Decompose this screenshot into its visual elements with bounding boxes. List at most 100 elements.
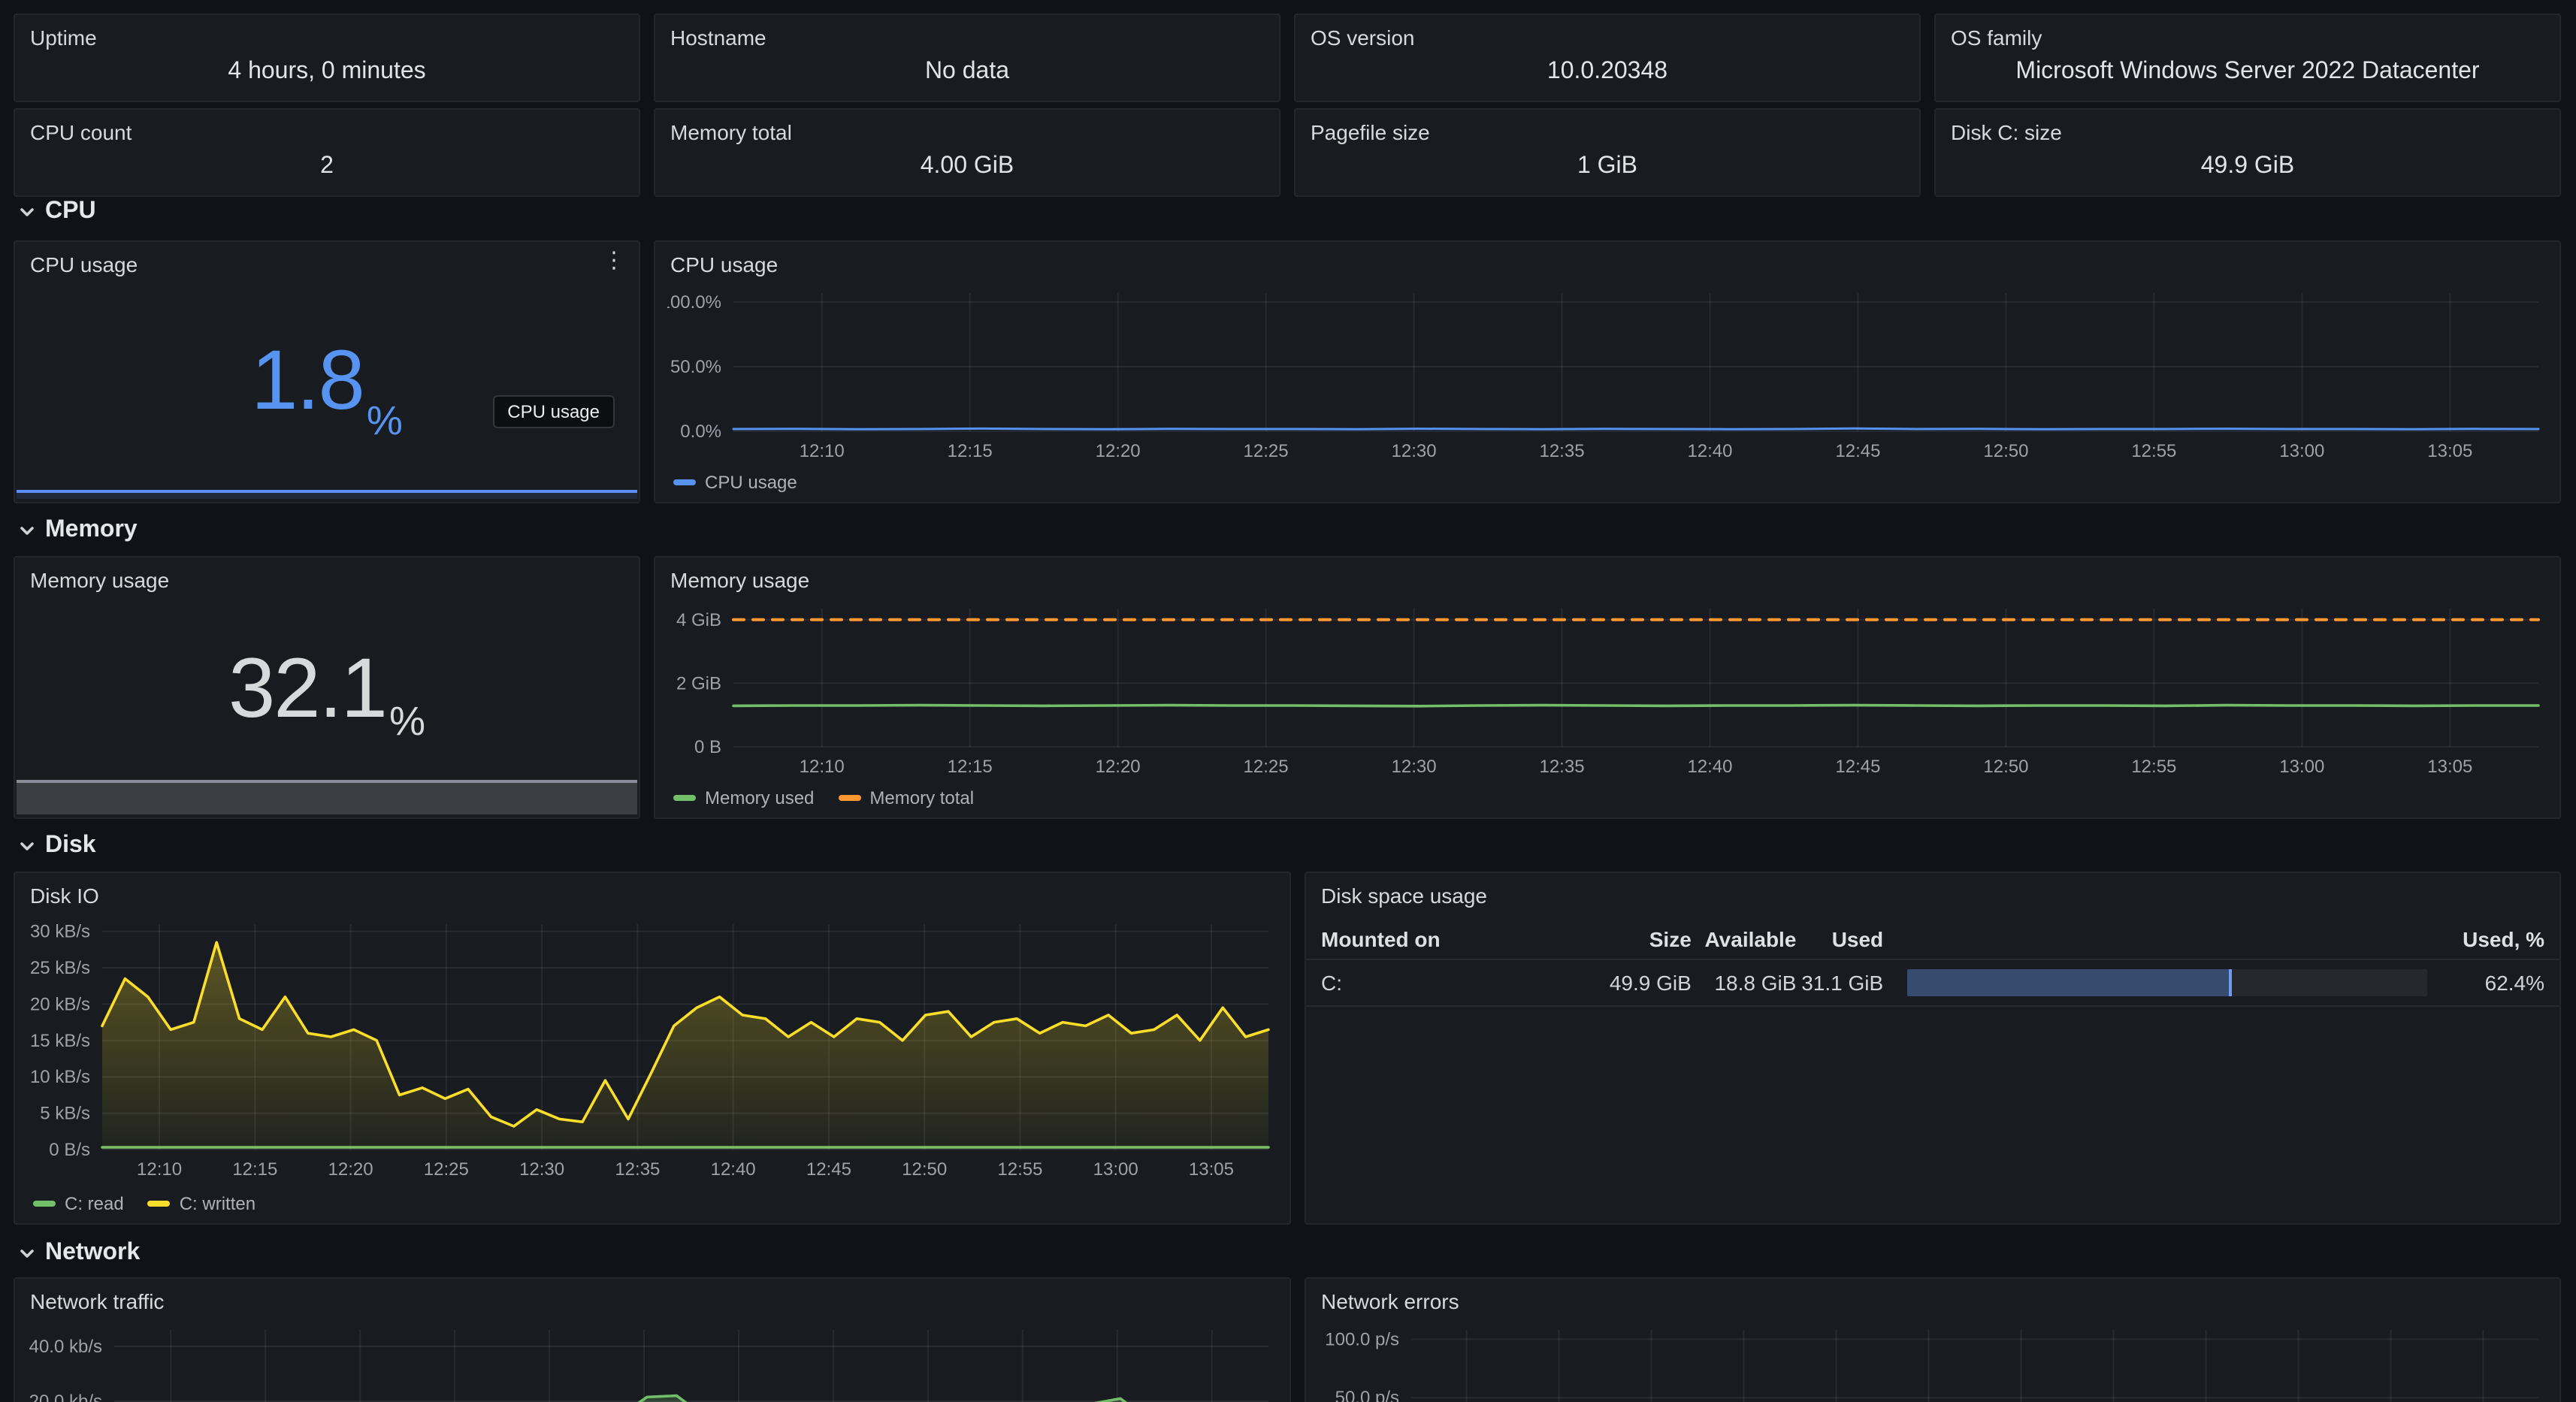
stat-value: 49.9 GiB <box>2200 153 2295 178</box>
legend-label: Memory total <box>869 787 975 808</box>
memory-usage-value: 32.1 <box>228 640 388 735</box>
disk-space-table: Mounted on Size Available Used Used, % C… <box>1306 918 2559 1007</box>
legend-item[interactable]: Memory used <box>673 787 814 808</box>
legend-label: Memory used <box>705 787 815 808</box>
used-percent-bar-fill <box>1907 969 2233 996</box>
svg-text:0 B: 0 B <box>694 737 721 757</box>
memory-usage-unit: % <box>389 699 425 744</box>
section-title: Disk <box>45 832 96 858</box>
cpu-usage-series-badge[interactable]: CPU usage <box>492 395 615 428</box>
col-header-size[interactable]: Size <box>1649 926 1692 950</box>
legend-swatch <box>673 795 696 801</box>
legend-label: C: written <box>179 1193 256 1214</box>
panel-title[interactable]: Disk IO <box>30 884 99 908</box>
legend-swatch <box>33 1201 56 1207</box>
chevron-down-icon <box>20 208 34 216</box>
legend-label: CPU usage <box>705 472 797 493</box>
table-row: C: 49.9 GiB 18.8 GiB 31.1 GiB 62.4% <box>1306 960 2559 1007</box>
stat-value: 1 GiB <box>1577 153 1637 178</box>
panel-title[interactable]: Uptime <box>30 26 97 50</box>
col-header-available[interactable]: Available <box>1704 926 1797 950</box>
chart-legend: C: read C: written <box>33 1193 255 1214</box>
network-traffic-chart: 12:1012:1512:2012:2512:3012:3512:4012:45… <box>27 1321 1280 1402</box>
cpu-usage-chart: 12:10 12:15 12:20 12:25 12:30 12:35 12:40 12:45… <box>667 284 2550 464</box>
svg-text:12:35: 12:35 <box>1539 441 1584 461</box>
legend-swatch <box>838 795 861 801</box>
legend-item[interactable]: C: written <box>147 1193 256 1214</box>
section-header-memory[interactable]: Memory <box>17 517 138 544</box>
svg-text:12:30: 12:30 <box>1392 441 1437 461</box>
svg-text:12:55: 12:55 <box>2131 757 2176 777</box>
svg-text:15 kB/s: 15 kB/s <box>30 1031 90 1051</box>
stat-panel-disk-c-size: Disk C: size 49.9 GiB <box>1934 108 2561 197</box>
panel-title[interactable]: Network traffic <box>30 1289 165 1313</box>
svg-text:12:10: 12:10 <box>137 1159 182 1180</box>
memory-usage-stat-panel: Memory usage 32.1 % <box>14 556 640 819</box>
panel-title[interactable]: Memory usage <box>30 568 170 592</box>
table-header-row: Mounted on Size Available Used Used, % <box>1306 918 2559 960</box>
chart-legend: Memory used Memory total <box>673 787 974 808</box>
panel-title[interactable]: CPU count <box>30 120 132 144</box>
cell-size: 49.9 GiB <box>1609 971 1692 995</box>
svg-text:12:40: 12:40 <box>1687 757 1732 777</box>
section-header-disk[interactable]: Disk <box>17 832 96 860</box>
svg-text:12:20: 12:20 <box>1096 441 1141 461</box>
col-header-used-pct[interactable]: Used, % <box>2463 926 2545 950</box>
legend-item[interactable]: C: read <box>33 1193 124 1214</box>
used-percent-bar-track <box>1907 969 2428 996</box>
panel-title[interactable]: Memory total <box>670 120 792 144</box>
svg-text:0.0%: 0.0% <box>680 422 721 442</box>
disk-space-usage-panel: Disk space usage Mounted on Size Availab… <box>1305 872 2561 1225</box>
stat-panel-pagefile-size: Pagefile size 1 GiB <box>1294 108 1921 197</box>
svg-text:50.0%: 50.0% <box>670 357 721 377</box>
panel-title[interactable]: CPU usage <box>30 252 138 276</box>
panel-title[interactable]: OS family <box>1951 26 2042 50</box>
memory-usage-chart-panel: Memory usage 12:10 12:15 12:20 12:25 12:30 12… <box>654 556 2561 819</box>
chart-legend: CPU usage <box>673 472 797 493</box>
svg-text:13:05: 13:05 <box>2427 757 2472 777</box>
panel-title[interactable]: Hostname <box>670 26 766 50</box>
legend-swatch <box>673 479 696 485</box>
svg-text:12:40: 12:40 <box>711 1159 756 1180</box>
section-header-cpu[interactable]: CPU <box>17 198 96 225</box>
svg-text:12:25: 12:25 <box>1244 441 1289 461</box>
panel-title[interactable]: Network errors <box>1321 1289 1459 1313</box>
panel-menu-icon[interactable]: ⋮ <box>603 248 625 273</box>
cpu-usage-stat-panel: CPU usage ⋮ 1.8 % CPU usage <box>14 240 640 503</box>
cpu-usage-sparkline <box>17 490 637 499</box>
svg-text:12:50: 12:50 <box>1983 441 2028 461</box>
section-title: CPU <box>45 198 96 224</box>
stat-panel-cpu-count: CPU count 2 <box>14 108 640 197</box>
panel-title[interactable]: Pagefile size <box>1311 120 1430 144</box>
svg-text:40.0 kb/s: 40.0 kb/s <box>29 1337 102 1357</box>
svg-text:12:35: 12:35 <box>1539 757 1584 777</box>
svg-text:4 GiB: 4 GiB <box>676 610 721 630</box>
panel-title[interactable]: CPU usage <box>670 252 779 276</box>
svg-text:12:15: 12:15 <box>232 1159 277 1180</box>
svg-text:12:35: 12:35 <box>615 1159 660 1180</box>
col-header-used[interactable]: Used <box>1831 926 1884 950</box>
col-header-mounted-on[interactable]: Mounted on <box>1321 926 1441 950</box>
cell-used: 31.1 GiB <box>1801 971 1884 995</box>
panel-title[interactable]: Memory usage <box>670 568 810 592</box>
memory-usage-sparkline <box>17 780 637 814</box>
panel-title[interactable]: Disk space usage <box>1321 884 1488 908</box>
panel-title[interactable]: OS version <box>1311 26 1415 50</box>
svg-text:2 GiB: 2 GiB <box>676 673 721 693</box>
legend-item[interactable]: Memory total <box>838 787 974 808</box>
panel-title[interactable]: Disk C: size <box>1951 120 2062 144</box>
svg-text:12:55: 12:55 <box>2131 441 2176 461</box>
section-header-network[interactable]: Network <box>17 1240 140 1267</box>
svg-text:12:10: 12:10 <box>800 441 845 461</box>
svg-text:12:45: 12:45 <box>1835 757 1880 777</box>
disk-io-panel: Disk IO 12:10 12:15 12:20 12:25 12:30 12:35 12… <box>14 872 1291 1225</box>
network-traffic-panel: Network traffic 12:1012:1512:2012:2512:3… <box>14 1277 1291 1402</box>
disk-io-chart: 12:10 12:15 12:20 12:25 12:30 12:35 12:40 12:45… <box>27 915 1280 1186</box>
svg-text:12:25: 12:25 <box>424 1159 469 1180</box>
svg-text:12:30: 12:30 <box>519 1159 564 1180</box>
svg-text:12:45: 12:45 <box>1835 441 1880 461</box>
svg-text:12:15: 12:15 <box>948 757 993 777</box>
svg-text:30 kB/s: 30 kB/s <box>30 922 90 942</box>
legend-item[interactable]: CPU usage <box>673 472 797 493</box>
